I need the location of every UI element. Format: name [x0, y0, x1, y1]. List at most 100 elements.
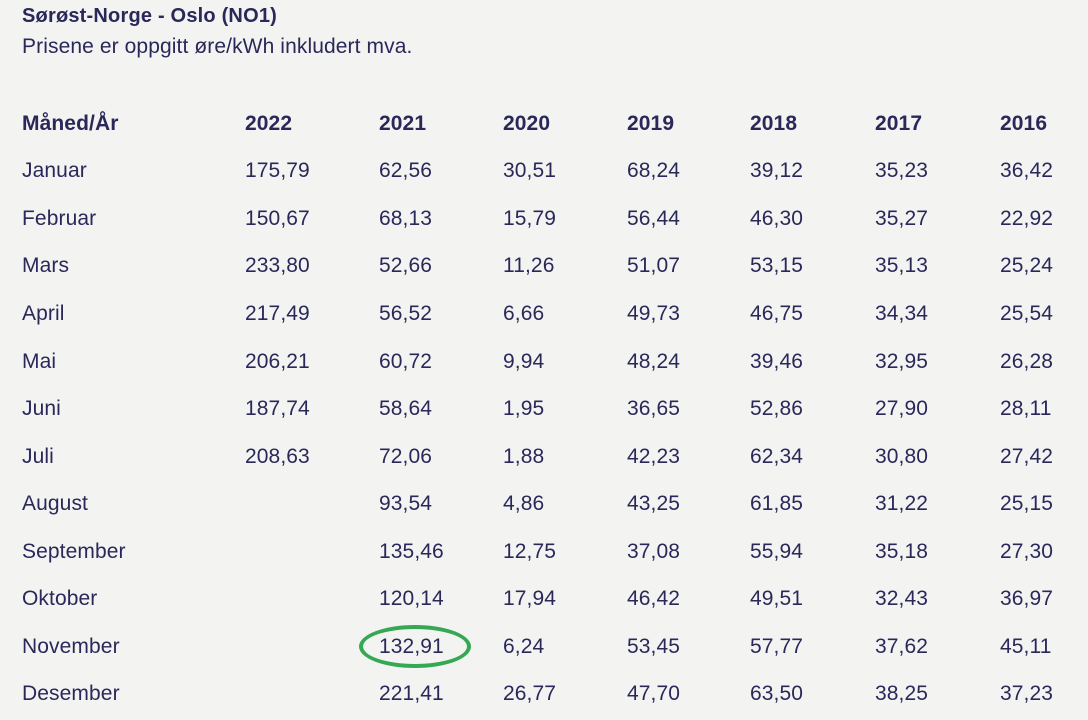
month-cell: August: [22, 492, 88, 516]
price-cell: 37,62: [875, 634, 929, 658]
table-row-mars: Mars 233,80 52,66 11,26 51,07 53,15 35,13 25,24: [22, 243, 1088, 291]
price-cell: 47,70: [627, 682, 681, 706]
column-header-year-2016: 2016: [1000, 111, 1048, 135]
column-header-year-2022: 2022: [245, 111, 293, 135]
month-cell: September: [22, 539, 126, 563]
month-cell: Mai: [22, 349, 57, 373]
price-cell: 58,64: [379, 397, 433, 421]
month-cell: November: [22, 634, 120, 658]
table-row-juli: Juli 208,63 72,06 1,88 42,23 62,34 30,80 27,42: [22, 433, 1088, 481]
table-row-mai: Mai 206,21 60,72 9,94 48,24 39,46 32,95 26,28: [22, 338, 1088, 386]
price-cell: 9,94: [503, 349, 545, 373]
price-table: Måned/År 2022 2021 2020 2019 2018 2017 2016 Jan…: [22, 100, 1088, 718]
price-cell: 135,46: [379, 539, 444, 563]
column-header-year-2021: 2021: [379, 111, 427, 135]
price-cell: 6,24: [503, 634, 545, 658]
price-cell: 12,75: [503, 539, 557, 563]
table-row-august: August 93,54 4,86 43,25 61,85 31,22 25,15: [22, 480, 1088, 528]
month-cell: Juli: [22, 444, 54, 468]
table-body: Januar 175,79 62,56 30,51 68,24 39,12 35,23 36,…: [22, 148, 1088, 719]
table-row-april: April 217,49 56,52 6,66 49,73 46,75 34,34 25,54: [22, 290, 1088, 338]
price-cell: 36,97: [1000, 587, 1054, 611]
price-cell: 36,42: [1000, 159, 1054, 183]
price-cell: 26,28: [1000, 349, 1054, 373]
price-cell: 17,94: [503, 587, 557, 611]
price-cell: 72,06: [379, 444, 433, 468]
price-cell: 233,80: [245, 254, 310, 278]
price-cell: 25,54: [1000, 301, 1054, 325]
price-cell: [245, 623, 379, 671]
price-cell: 30,80: [875, 444, 929, 468]
price-cell: 11,26: [503, 254, 555, 278]
table-row-februar: Februar 150,67 68,13 15,79 56,44 46,30 35,27 22…: [22, 195, 1088, 243]
column-header-year-2018: 2018: [750, 111, 798, 135]
month-cell: Juni: [22, 397, 61, 421]
table-row-juni: Juni 187,74 58,64 1,95 36,65 52,86 27,90 28,11: [22, 385, 1088, 433]
price-cell: 60,72: [379, 349, 433, 373]
price-cell: 28,11: [1000, 397, 1052, 421]
price-cell: 32,95: [875, 349, 929, 373]
price-cell: 37,23: [1000, 682, 1054, 706]
price-cell: 68,13: [379, 206, 433, 230]
price-cell: 55,94: [750, 539, 804, 563]
price-cell: 62,34: [750, 444, 804, 468]
price-cell: 22,92: [1000, 206, 1054, 230]
price-cell: 175,79: [245, 159, 310, 183]
column-header-year-2017: 2017: [875, 111, 923, 135]
table-row-september: September 135,46 12,75 37,08 55,94 35,18 27,30: [22, 528, 1088, 576]
price-cell: 25,15: [1000, 492, 1054, 516]
price-cell: 35,18: [875, 539, 929, 563]
price-cell: 187,74: [245, 397, 310, 421]
price-cell: 46,30: [750, 206, 804, 230]
price-cell: 1,95: [503, 397, 545, 421]
price-cell: 30,51: [503, 159, 557, 183]
price-cell: 35,27: [875, 206, 929, 230]
price-cell: 26,77: [503, 682, 557, 706]
table-row-oktober: Oktober 120,14 17,94 46,42 49,51 32,43 36,97: [22, 575, 1088, 623]
price-cell: 39,46: [750, 349, 804, 373]
price-cell: 27,42: [1000, 444, 1054, 468]
price-cell: 43,25: [627, 492, 681, 516]
price-cell: 46,75: [750, 301, 804, 325]
column-header-year-2020: 2020: [503, 111, 551, 135]
page-subtitle: Prisene er oppgitt øre/kWh inkludert mva…: [22, 35, 413, 58]
price-cell: 1,88: [503, 444, 545, 468]
price-cell: 27,90: [875, 397, 929, 421]
price-cell: 120,14: [379, 587, 444, 611]
month-cell: April: [22, 301, 65, 325]
price-cell: 34,34: [875, 301, 929, 325]
price-cell: 61,85: [750, 492, 804, 516]
price-cell: [245, 671, 379, 719]
price-cell: 27,30: [1000, 539, 1054, 563]
price-cell: 62,56: [379, 159, 433, 183]
table-row-desember: Desember 221,41 26,77 47,70 63,50 38,25 37,23: [22, 671, 1088, 719]
price-cell: 37,08: [627, 539, 681, 563]
price-cell: 93,54: [379, 492, 433, 516]
month-cell: Oktober: [22, 587, 98, 611]
price-cell: 4,86: [503, 492, 545, 516]
price-cell: 63,50: [750, 682, 804, 706]
price-cell: 56,52: [379, 301, 433, 325]
price-cell: [245, 480, 379, 528]
price-cell: 217,49: [245, 301, 310, 325]
price-cell: 49,51: [750, 587, 804, 611]
price-cell: 42,23: [627, 444, 681, 468]
table-row-november: November 132,91 6,24 53,45 57,77 37,62 45,11: [22, 623, 1088, 671]
price-cell: 36,65: [627, 397, 681, 421]
month-cell: Mars: [22, 254, 70, 278]
price-cell: 52,86: [750, 397, 804, 421]
price-cell: 6,66: [503, 301, 545, 325]
price-cell: 51,07: [627, 254, 681, 278]
price-cell: 68,24: [627, 159, 681, 183]
price-cell: 221,41: [379, 682, 444, 706]
price-cell: 53,15: [750, 254, 804, 278]
price-cell: 150,67: [245, 206, 310, 230]
price-cell: 32,43: [875, 587, 929, 611]
price-cell: 38,25: [875, 682, 929, 706]
page-title: Sørøst-Norge - Oslo (NO1): [22, 5, 278, 27]
month-cell: Februar: [22, 206, 97, 230]
highlighted-price-cell: 132,91: [379, 634, 444, 658]
price-cell: 31,22: [875, 492, 929, 516]
column-header-year-2019: 2019: [627, 111, 675, 135]
